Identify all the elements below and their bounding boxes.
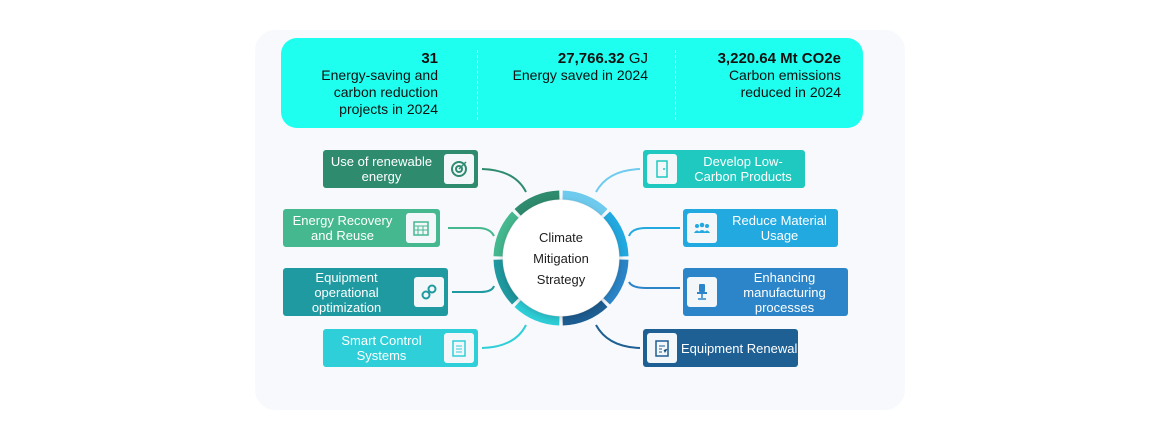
- ring-segment: [603, 211, 629, 257]
- strategy-renewable-energy[interactable]: Use of renewable energy: [323, 150, 478, 188]
- chair-icon: [687, 277, 717, 307]
- ring-segment: [514, 190, 560, 216]
- connector: [448, 227, 495, 237]
- strategy-label: Equipment operational optimization: [311, 269, 382, 315]
- stat-value: 27,766.32: [557, 50, 625, 67]
- stat-value: 3,220.64 Mt CO2e: [717, 50, 841, 67]
- strategy-reduce-material[interactable]: Reduce Material Usage: [683, 209, 838, 247]
- gears-icon: [414, 277, 444, 307]
- ring-segment: [514, 300, 560, 326]
- strategy-energy-recovery[interactable]: Energy Recovery and Reuse: [283, 209, 440, 247]
- stat-label: Energy saved in 2024: [512, 67, 648, 83]
- ring-segment: [603, 259, 629, 305]
- ring-segment: [493, 211, 519, 257]
- checklist-icon: [647, 333, 677, 363]
- ring-segment: [562, 300, 608, 326]
- connector: [595, 324, 641, 349]
- strategy-label: Smart Control Systems: [341, 333, 422, 363]
- center-title: Climate Mitigation Strategy: [533, 229, 589, 287]
- people-icon: [687, 213, 717, 243]
- strategy-equipment-optimization[interactable]: Equipment operational optimization: [283, 268, 448, 316]
- ring-segment: [562, 190, 608, 216]
- stat-energy: 27,766.32 GJ Energy saved in 2024: [496, 50, 648, 84]
- stat-label: Carbon emissions reduced in 2024: [728, 67, 841, 100]
- strategy-label: Enhancing manufacturing processes: [743, 269, 826, 315]
- calendar-icon: [406, 213, 436, 243]
- stats-banner: 31 Energy-saving and carbon reduction pr…: [281, 38, 863, 128]
- connector: [628, 227, 680, 237]
- strategy-manufacturing[interactable]: Enhancing manufacturing processes: [683, 268, 848, 316]
- strategy-label: Equipment Renewal: [681, 340, 798, 356]
- stat-unit: GJ: [628, 50, 648, 67]
- connector: [481, 324, 527, 349]
- stat-value: 31: [421, 50, 438, 67]
- stat-label: Energy-saving and carbon reduction proje…: [321, 67, 438, 117]
- clipboard-icon: [444, 333, 474, 363]
- connector: [628, 281, 680, 289]
- center-circle: Climate Mitigation Strategy: [503, 200, 619, 316]
- target-icon: [444, 154, 474, 184]
- connector: [452, 285, 495, 293]
- strategy-equipment-renewal[interactable]: Equipment Renewal: [643, 329, 798, 367]
- strategy-label: Energy Recovery and Reuse: [292, 213, 393, 243]
- connector: [481, 168, 527, 193]
- strategy-label: Develop Low-Carbon Products: [694, 154, 792, 184]
- strategy-low-carbon-products[interactable]: Develop Low-Carbon Products: [643, 150, 805, 188]
- divider: [675, 50, 676, 120]
- strategy-label: Reduce Material Usage: [732, 213, 827, 243]
- ring-segment: [493, 259, 519, 305]
- connector: [595, 168, 641, 193]
- divider: [477, 50, 478, 120]
- strategy-ring: [493, 190, 629, 326]
- door-icon: [647, 154, 677, 184]
- strategy-smart-control[interactable]: Smart Control Systems: [323, 329, 478, 367]
- strategy-label: Use of renewable energy: [330, 154, 433, 184]
- stat-projects: 31 Energy-saving and carbon reduction pr…: [301, 50, 438, 118]
- stat-carbon: 3,220.64 Mt CO2e Carbon emissions reduce…: [691, 50, 841, 101]
